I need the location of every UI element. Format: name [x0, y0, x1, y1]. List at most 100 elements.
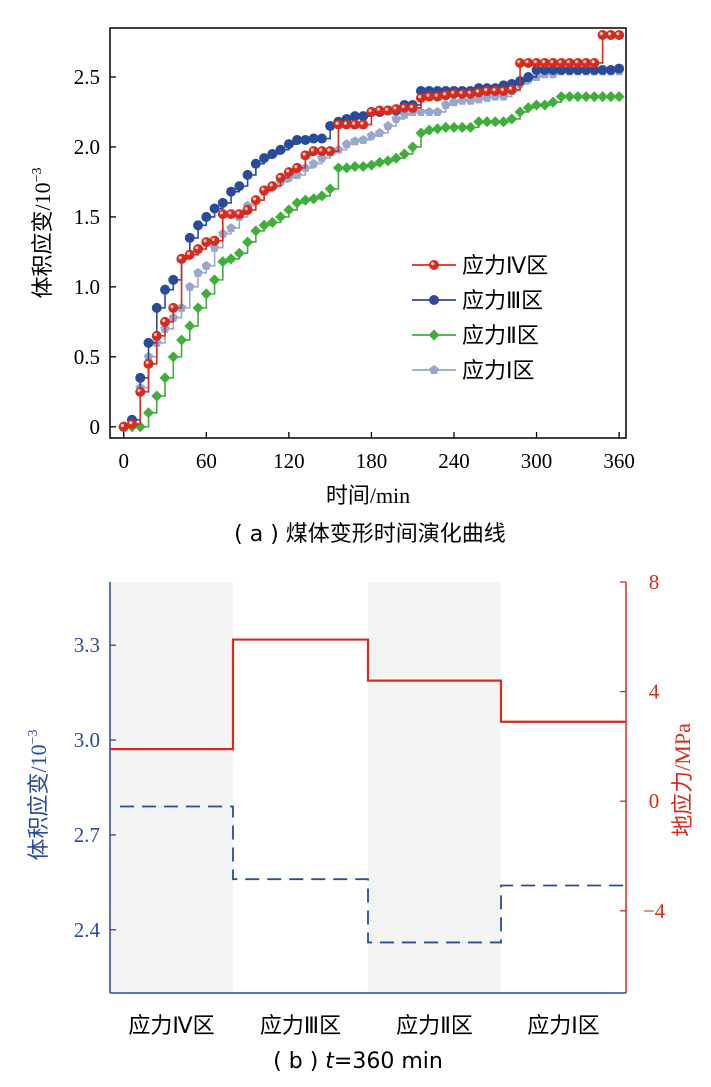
chart-a-data-point — [226, 223, 236, 233]
chart-a-data-point — [201, 260, 212, 270]
chart-a-data-point — [267, 181, 278, 192]
chart-a-data-point — [539, 99, 551, 111]
chart-a-data-point-highlight — [409, 104, 414, 109]
chart-a-data-point — [176, 334, 188, 346]
chart-a-data-point — [283, 167, 294, 178]
chart-a-data-point-highlight — [153, 332, 158, 337]
chart-a-data-point-highlight — [426, 93, 430, 97]
chart-a-data-point — [489, 116, 501, 128]
chart-a-y-axis-label-exp: −3 — [30, 167, 45, 182]
chart-a-data-point — [184, 232, 195, 243]
chart-a-data-point — [349, 111, 360, 122]
chart-a-data-point — [184, 320, 196, 332]
chart-a-data-point-highlight — [335, 121, 339, 125]
chart-a-data-point — [176, 253, 187, 264]
chart-a-data-point — [234, 209, 245, 220]
chart-a-data-point — [597, 64, 608, 75]
chart-a-data-point — [506, 113, 518, 125]
chart-a-x-tick-label: 300 — [521, 449, 553, 473]
chart-a-data-point — [415, 127, 427, 139]
chart-a-data-point — [300, 134, 311, 145]
chart-a-data-point-highlight — [459, 90, 463, 95]
chart-a-data-point — [581, 57, 592, 68]
chart-b-caption-prefix: ( b ) — [273, 1049, 325, 1074]
chart-a-data-point — [481, 116, 493, 128]
chart-b-caption-var: t — [325, 1049, 335, 1074]
chart-a-data-point-highlight — [186, 251, 191, 255]
chart-a-data-point — [531, 99, 543, 111]
chart-a-data-point — [259, 153, 270, 164]
chart-a-data-point-highlight — [616, 32, 620, 36]
chart-a-data-point — [456, 121, 468, 133]
chart-a-data-point — [250, 195, 261, 206]
chart-a-data-point — [308, 146, 319, 157]
chart-a-data-point — [283, 204, 295, 216]
chart-a-data-point — [498, 116, 510, 128]
chart-a-data-point — [201, 237, 212, 248]
chart-a-data-point-highlight — [178, 255, 182, 260]
chart-a-data-point — [193, 220, 204, 231]
chart-a-data-point — [572, 57, 583, 68]
chart-a-data-point-highlight — [319, 148, 323, 152]
chart-a-data-point-highlight — [269, 183, 273, 187]
chart-a-data-point — [332, 162, 344, 174]
chart-a-x-tick-label: 60 — [196, 449, 217, 473]
chart-a-data-point — [382, 155, 394, 167]
chart-a-data-point — [383, 121, 393, 130]
chart-a-data-point — [275, 144, 286, 155]
chart-a-data-point — [564, 91, 576, 103]
chart-a-data-point — [234, 181, 245, 192]
chart-a-data-point-highlight — [162, 318, 166, 323]
chart-a-data-point-highlight — [492, 88, 496, 92]
chart-a-data-point — [605, 91, 617, 103]
chart-a-data-point — [580, 91, 592, 103]
chart-a-data-point — [614, 63, 625, 74]
chart-a-data-point — [423, 124, 435, 136]
chart-a-data-point — [291, 197, 303, 209]
chart-a-data-point — [242, 236, 254, 248]
chart-a-data-point — [168, 302, 179, 313]
chart-a-data-point — [391, 104, 402, 115]
chart-a-y-tick-label: 0.5 — [74, 345, 100, 369]
chart-a: 0 60 120 180 240 300 360 0 0.5 1.0 1.5 2.0 2.5 时间/m… — [30, 27, 635, 547]
chart-a-data-point — [365, 159, 377, 171]
chart-a-data-point — [308, 133, 319, 144]
chart-a-x-tick-label: 180 — [356, 449, 388, 473]
chart-a-data-point-highlight — [591, 60, 595, 64]
chart-a-data-point — [357, 161, 369, 173]
chart-b-category-shade — [368, 582, 501, 993]
chart-a-data-point — [358, 134, 368, 144]
chart-a-data-point — [432, 107, 443, 116]
chart-a-data-point-highlight — [500, 88, 504, 92]
chart-a-data-point — [431, 123, 443, 135]
chart-a-data-point-highlight — [607, 32, 612, 36]
chart-a-data-point-highlight — [525, 60, 529, 64]
chart-a-data-point — [259, 185, 270, 196]
chart-a-data-point-highlight — [385, 107, 389, 111]
chart-a-data-point — [605, 64, 616, 75]
chart-a-data-point — [490, 85, 501, 96]
chart-a-data-point — [613, 91, 625, 103]
chart-a-data-point-highlight — [599, 32, 603, 36]
chart-a-data-point-highlight — [508, 86, 513, 90]
chart-a-data-point — [258, 219, 270, 231]
chart-a-data-point — [324, 183, 336, 195]
chart-a-data-point-highlight — [360, 121, 364, 125]
chart-a-data-point — [515, 57, 526, 68]
chart-a-legend-label: 应力Ⅲ区 — [462, 289, 543, 314]
chart-a-data-point — [506, 84, 517, 95]
chart-a-data-point — [407, 102, 418, 113]
chart-a-data-point-highlight — [558, 60, 562, 64]
chart-a-data-point-highlight — [219, 211, 224, 215]
chart-a-data-point-highlight — [145, 360, 149, 365]
chart-a-data-point — [225, 253, 237, 265]
chart-a-legend-label: 应力Ⅰ区 — [462, 359, 535, 384]
chart-a-data-point — [151, 390, 163, 402]
chart-a-data-point-highlight — [211, 237, 215, 241]
chart-a-data-point — [242, 169, 253, 180]
chart-a-data-point — [449, 97, 459, 107]
chart-a-data-point-highlight — [533, 60, 537, 64]
chart-a-legend-marker — [428, 294, 439, 305]
chart-a-data-point-highlight — [541, 60, 546, 64]
